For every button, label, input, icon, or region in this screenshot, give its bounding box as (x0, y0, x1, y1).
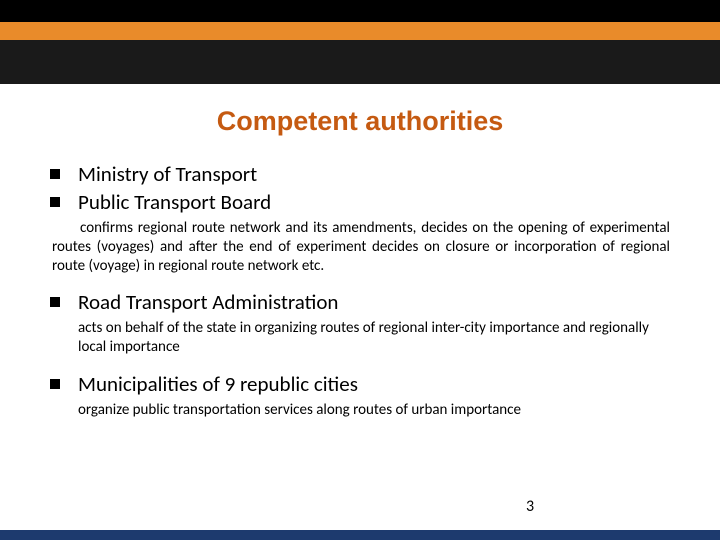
orange-bar (0, 22, 720, 40)
top-black-bar (0, 0, 720, 22)
page-number: 3 (0, 497, 720, 516)
bullet-label: Ministry of Transport (78, 161, 257, 187)
bullet-label: Road Transport Administration (78, 289, 338, 315)
bullet-icon (50, 297, 60, 307)
list-item: Municipalities of 9 republic cities (50, 371, 670, 397)
list-item: Ministry of Transport (50, 161, 670, 187)
item-description: organize public transportation services … (78, 401, 670, 420)
bullet-icon (50, 169, 60, 179)
bullet-icon (50, 379, 60, 389)
list-item: Public Transport Board (50, 189, 670, 215)
bullet-label: Municipalities of 9 republic cities (78, 371, 358, 397)
item-description: confirms regional route network and its … (52, 219, 670, 275)
list-item: Road Transport Administration (50, 289, 670, 315)
footer-bar (0, 530, 720, 540)
bullet-icon (50, 197, 60, 207)
item-description: acts on behalf of the state in organizin… (78, 319, 670, 357)
dark-strip (0, 40, 720, 84)
slide-content: Competent authorities Ministry of Transp… (0, 106, 720, 420)
slide-title: Competent authorities (50, 106, 670, 137)
bullet-label: Public Transport Board (78, 189, 271, 215)
